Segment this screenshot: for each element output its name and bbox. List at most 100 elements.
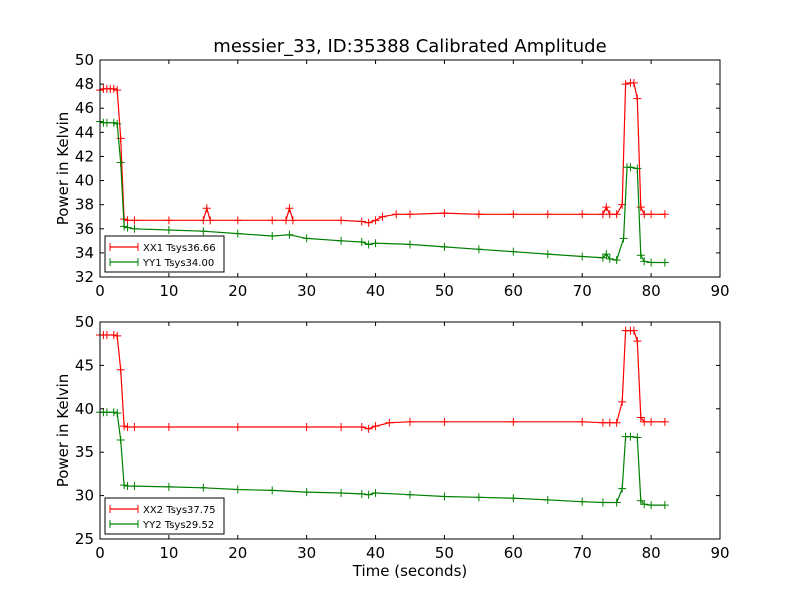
data-point [474,493,483,502]
data-point [371,216,380,225]
data-point [285,204,294,213]
x-tick-label: 10 [159,282,178,300]
top-panel: messier_33, ID:35388 Calibrated Amplitud… [54,36,730,300]
data-point [509,247,518,256]
x-tick-label: 0 [95,544,105,562]
data-point [116,436,125,445]
data-point [640,210,649,219]
data-point [636,496,645,505]
data-point [102,408,111,417]
x-tick-label: 60 [504,544,523,562]
data-point [629,326,638,335]
data-point [268,232,277,241]
data-point [357,489,366,498]
data-point [598,418,607,427]
data-point [120,222,129,231]
x-tick-label: 0 [95,282,105,300]
data-point [357,238,366,247]
y-tick-label: 44 [75,123,94,141]
x-tick-label: 20 [228,544,247,562]
data-point [130,423,139,432]
y-tick-label: 30 [75,487,94,505]
x-tick-label: 60 [504,282,523,300]
x-tick-label: 40 [366,544,385,562]
data-point [640,500,649,509]
data-point [302,234,311,243]
data-point [364,490,373,499]
data-point [578,417,587,426]
data-point [199,216,208,225]
data-point [120,481,129,490]
data-point [337,216,346,225]
y-tick-label: 34 [75,244,94,262]
data-point [199,483,208,492]
data-point [633,164,642,173]
data-point [660,501,669,510]
data-point [647,417,656,426]
legend-label: YY1 Tsys34.00 [142,258,214,269]
data-point [123,482,132,491]
data-point [618,484,627,493]
legend: XX1 Tsys36.66 YY1 Tsys34.00 [104,235,225,273]
data-point [621,80,630,89]
data-point [578,252,587,261]
data-point [543,495,552,504]
data-point [543,210,552,219]
data-point [337,488,346,497]
data-point [509,494,518,503]
data-point [612,418,621,427]
y-tick-label: 48 [75,75,94,93]
y-tick-label: 35 [75,443,94,461]
data-point [123,423,132,432]
data-point [116,365,125,374]
data-point [660,210,669,219]
data-point [626,163,635,172]
data-point [640,257,649,266]
data-point [509,417,518,426]
data-point [113,119,122,128]
data-point [268,486,277,495]
data-point [130,224,139,233]
data-point [364,240,373,249]
data-point [364,218,373,227]
x-tick-label: 30 [297,544,316,562]
data-point [647,501,656,510]
data-point [578,497,587,506]
x-tick-label: 70 [573,544,592,562]
y-axis-label: Power in Kelvin [54,112,72,226]
chart-title: messier_33, ID:35388 Calibrated Amplitud… [213,36,606,57]
data-point [406,240,414,249]
y-tick-label: 45 [75,356,94,374]
data-point [357,217,366,226]
y-tick-label: 32 [75,268,94,286]
data-point [440,209,449,218]
data-point [626,432,635,441]
bottom-panel: 0 10 20 30 40 50 60 70 80 90 25 30 35 40 45 50 Power in… [54,313,730,580]
series-layer [96,326,669,510]
data-point [164,423,173,432]
data-point [113,86,122,95]
data-point [130,482,139,491]
data-point [660,258,669,267]
data-point [633,94,642,103]
legend-marker [109,520,139,528]
x-tick-label: 30 [297,282,316,300]
data-point [109,331,118,340]
data-point [233,229,242,238]
data-point [509,210,518,219]
data-point [164,225,173,234]
series-layer [96,78,669,267]
y-tick-label: 42 [75,147,94,165]
y-tick-label: 38 [75,196,94,214]
data-point [440,417,449,426]
data-point [605,418,614,427]
legend-label: XX2 Tsys37.75 [143,505,216,516]
data-point [406,417,414,426]
data-point [602,203,611,212]
legend-marker [109,243,139,251]
data-point [647,258,656,267]
data-point [116,158,125,167]
data-point [543,250,552,259]
data-point [636,203,645,212]
